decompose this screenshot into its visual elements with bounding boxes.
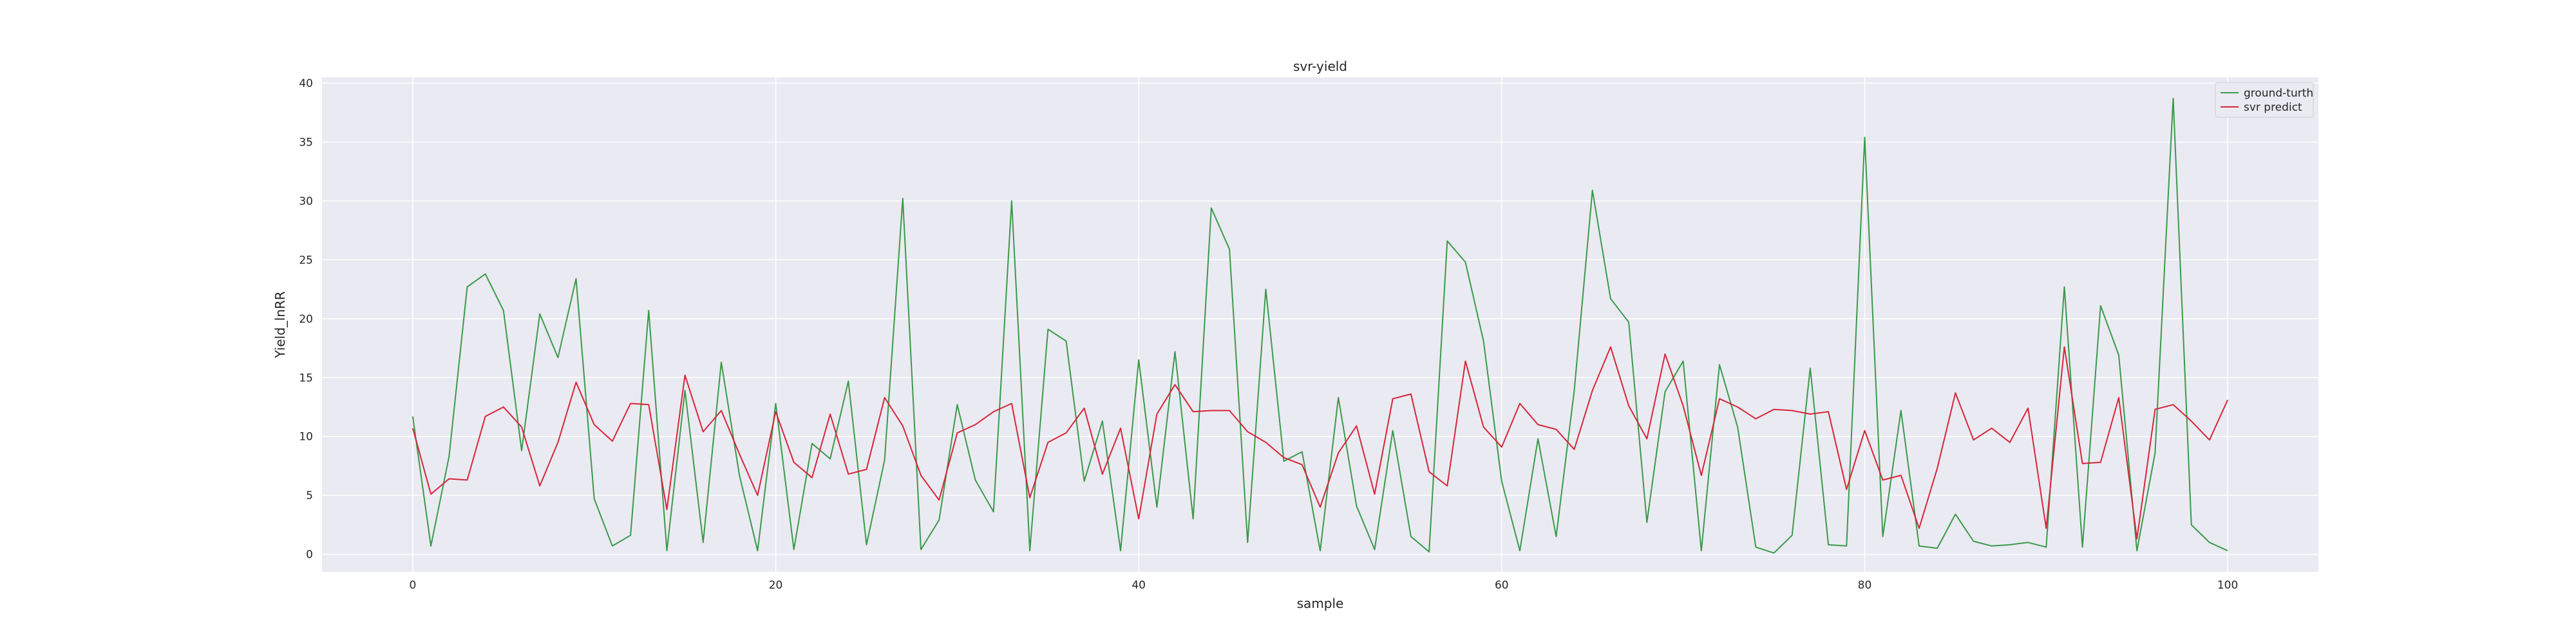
y-tick-label: 0 <box>306 549 313 562</box>
series-line-ground-truth <box>412 97 2228 554</box>
y-tick-label: 15 <box>299 372 313 384</box>
legend-label-ground-truth: ground-turth <box>2244 87 2313 100</box>
x-tick-label: 0 <box>409 579 416 592</box>
x-axis-title: sample <box>1297 596 1344 611</box>
y-tick-label: 40 <box>299 77 313 90</box>
series-line-svr-predict <box>412 346 2229 540</box>
y-tick-label: 25 <box>299 254 313 267</box>
legend-label-svr-predict: svr predict <box>2244 101 2302 114</box>
y-tick-label: 20 <box>299 313 313 326</box>
y-axis-title: Yield_lnRR <box>272 291 288 359</box>
legend: ground-turth svr predict <box>2215 82 2314 118</box>
x-tick-label: 80 <box>1858 579 1872 592</box>
y-tick-label: 35 <box>299 137 313 149</box>
series-lines <box>412 97 2229 554</box>
x-tick-label: 100 <box>2217 579 2238 592</box>
y-tick-label: 10 <box>299 431 313 444</box>
x-tick-label: 40 <box>1132 579 1146 592</box>
y-tick-label: 5 <box>306 489 313 502</box>
x-tick-label: 60 <box>1495 579 1509 592</box>
y-tick-label: 30 <box>299 195 313 208</box>
chart-title: svr-yield <box>1293 59 1347 74</box>
tick-labels: 0 20 40 60 80 100 0 5 10 15 20 25 30 35 40 <box>299 77 2238 592</box>
legend-box <box>2215 82 2314 118</box>
x-tick-label: 20 <box>769 579 783 592</box>
plot-area <box>322 77 2318 572</box>
